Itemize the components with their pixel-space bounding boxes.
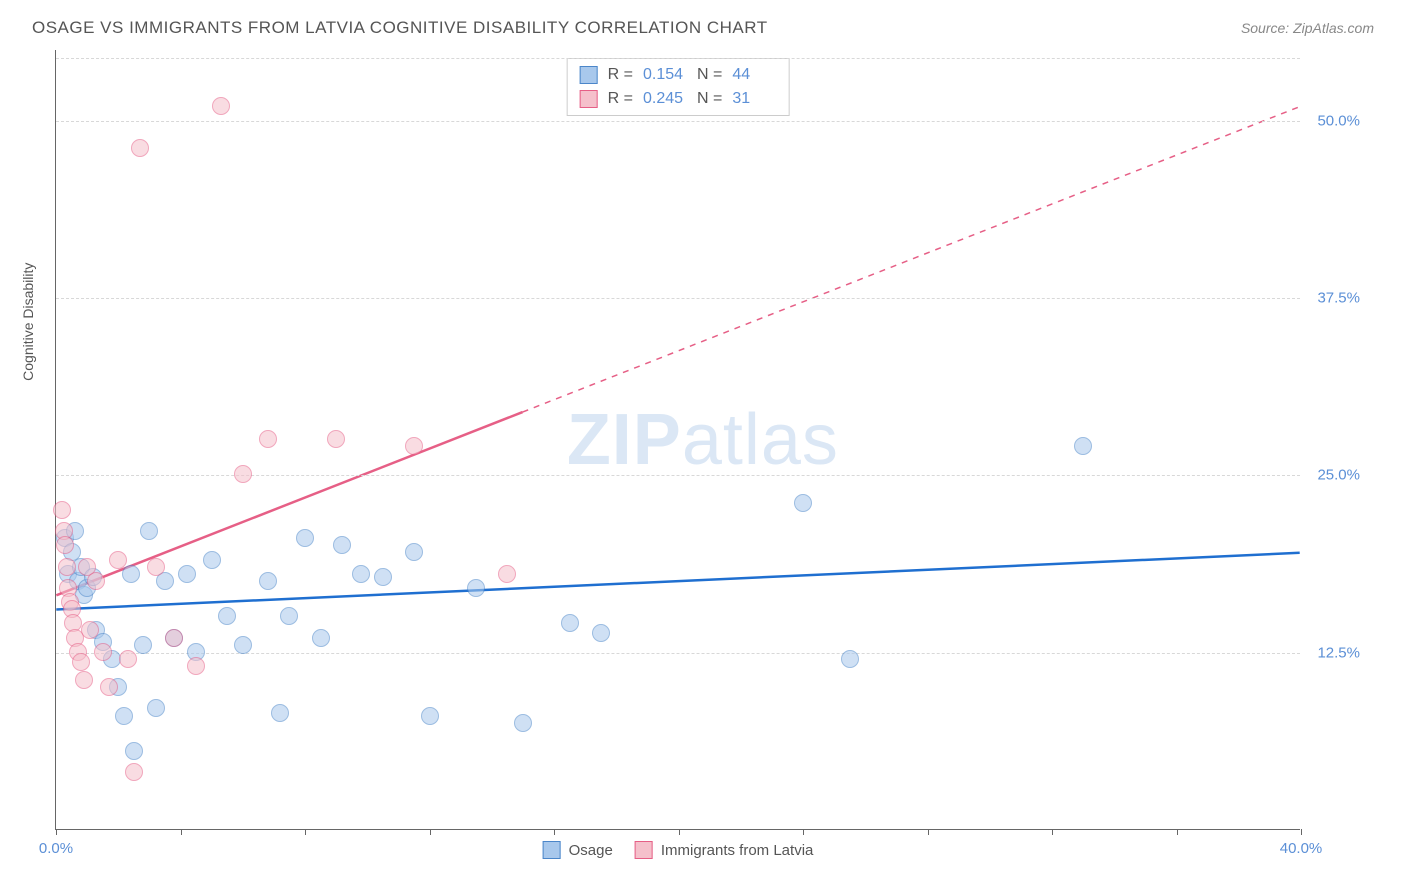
data-point <box>125 742 143 760</box>
legend-swatch <box>543 841 561 859</box>
stats-legend: R = 0.154 N = 44 R = 0.245 N = 31 <box>567 58 790 116</box>
x-tick-label: 0.0% <box>39 840 73 857</box>
stat-n-value: 31 <box>732 87 776 111</box>
stat-n-label: N = <box>697 63 722 87</box>
data-point <box>134 636 152 654</box>
stat-r-label: R = <box>608 63 633 87</box>
x-tick <box>554 829 555 835</box>
data-point <box>312 629 330 647</box>
legend-item: Osage <box>543 841 613 859</box>
data-point <box>203 551 221 569</box>
data-point <box>56 536 74 554</box>
data-point <box>72 653 90 671</box>
x-tick <box>56 829 57 835</box>
data-point <box>131 139 149 157</box>
stats-row: R = 0.245 N = 31 <box>580 87 777 111</box>
data-point <box>467 579 485 597</box>
chart-title: OSAGE VS IMMIGRANTS FROM LATVIA COGNITIV… <box>32 18 768 38</box>
y-tick-label: 50.0% <box>1305 112 1360 129</box>
stat-r-value: 0.245 <box>643 87 687 111</box>
stat-n-value: 44 <box>732 63 776 87</box>
data-point <box>53 501 71 519</box>
series-legend: Osage Immigrants from Latvia <box>543 841 814 859</box>
gridline <box>56 58 1300 59</box>
data-point <box>218 607 236 625</box>
data-point <box>498 565 516 583</box>
data-point <box>178 565 196 583</box>
data-point <box>125 763 143 781</box>
x-tick <box>1052 829 1053 835</box>
data-point <box>147 699 165 717</box>
gridline <box>56 298 1300 299</box>
data-point <box>374 568 392 586</box>
data-point <box>212 97 230 115</box>
data-point <box>75 671 93 689</box>
data-point <box>187 657 205 675</box>
data-point <box>140 522 158 540</box>
x-tick <box>430 829 431 835</box>
legend-swatch <box>580 66 598 84</box>
x-tick <box>1177 829 1178 835</box>
data-point <box>1074 437 1092 455</box>
data-point <box>794 494 812 512</box>
data-point <box>109 551 127 569</box>
x-tick <box>928 829 929 835</box>
stat-n-label: N = <box>697 87 722 111</box>
legend-label: Osage <box>569 842 613 859</box>
y-axis-label: Cognitive Disability <box>20 263 36 381</box>
legend-item: Immigrants from Latvia <box>635 841 814 859</box>
x-tick <box>803 829 804 835</box>
data-point <box>405 543 423 561</box>
x-tick-label: 40.0% <box>1280 840 1323 857</box>
y-tick-label: 12.5% <box>1305 644 1360 661</box>
data-point <box>514 714 532 732</box>
legend-label: Immigrants from Latvia <box>661 842 814 859</box>
data-point <box>119 650 137 668</box>
stats-row: R = 0.154 N = 44 <box>580 63 777 87</box>
data-point <box>147 558 165 576</box>
data-point <box>122 565 140 583</box>
data-point <box>259 430 277 448</box>
data-point <box>841 650 859 668</box>
data-point <box>592 624 610 642</box>
trend-lines <box>56 50 1300 829</box>
data-point <box>94 643 112 661</box>
stat-r-label: R = <box>608 87 633 111</box>
source-label: Source: ZipAtlas.com <box>1241 20 1374 36</box>
data-point <box>271 704 289 722</box>
data-point <box>259 572 277 590</box>
data-point <box>234 636 252 654</box>
x-tick <box>305 829 306 835</box>
data-point <box>561 614 579 632</box>
data-point <box>165 629 183 647</box>
gridline <box>56 121 1300 122</box>
legend-swatch <box>580 90 598 108</box>
legend-swatch <box>635 841 653 859</box>
x-tick <box>1301 829 1302 835</box>
data-point <box>100 678 118 696</box>
data-point <box>405 437 423 455</box>
y-tick-label: 37.5% <box>1305 290 1360 307</box>
data-point <box>333 536 351 554</box>
data-point <box>81 621 99 639</box>
data-point <box>421 707 439 725</box>
data-point <box>280 607 298 625</box>
stat-r-value: 0.154 <box>643 63 687 87</box>
data-point <box>234 465 252 483</box>
x-tick <box>679 829 680 835</box>
plot-area: ZIPatlas R =0.154N =44R =0.245N =31 Osag… <box>55 50 1300 830</box>
data-point <box>58 558 76 576</box>
data-point <box>115 707 133 725</box>
data-point <box>352 565 370 583</box>
x-tick <box>181 829 182 835</box>
data-point <box>327 430 345 448</box>
data-point <box>296 529 314 547</box>
data-point <box>87 572 105 590</box>
y-tick-label: 25.0% <box>1305 467 1360 484</box>
